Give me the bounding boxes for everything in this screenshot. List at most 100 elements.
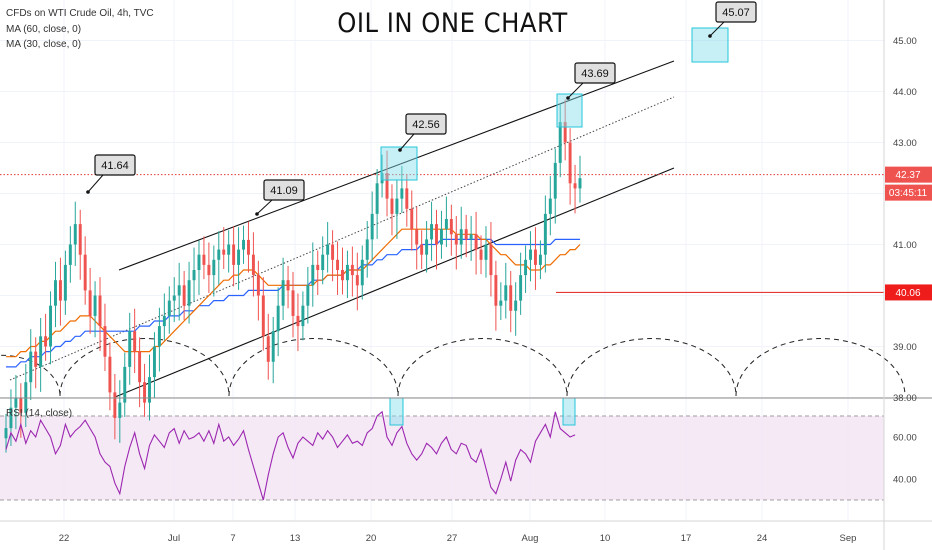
- candle-body: [281, 280, 285, 306]
- candle-body: [217, 249, 221, 260]
- candle-body: [504, 285, 508, 301]
- candle-body: [316, 264, 320, 270]
- rsi-band-lines: [0, 415, 884, 501]
- candle-body: [148, 377, 151, 403]
- price-tick-label: 38.00: [893, 393, 917, 404]
- candle-body: [538, 254, 542, 265]
- callout-label: 45.07: [722, 7, 750, 19]
- candle-body: [29, 351, 33, 383]
- candle-body: [49, 305, 53, 347]
- candle-body: [286, 280, 290, 291]
- candle-body: [123, 366, 127, 403]
- channel-mid-line: [9, 96, 675, 381]
- candle-body: [78, 224, 82, 255]
- candle-body: [291, 290, 295, 316]
- rsi-line: [5, 410, 576, 501]
- candle-body: [54, 280, 57, 306]
- highlight-boxes: [380, 27, 729, 426]
- ma60-legend[interactable]: MA (60, close, 0): [6, 24, 82, 35]
- candle-body: [19, 397, 23, 413]
- candle-body: [207, 264, 211, 276]
- candle-body: [410, 208, 414, 230]
- candle-body: [519, 275, 523, 301]
- candle-body: [177, 285, 181, 296]
- candle-body: [375, 183, 379, 214]
- candle-body: [246, 239, 250, 255]
- candle-body: [311, 264, 315, 286]
- time-tick-label: 20: [366, 533, 377, 544]
- candle-body: [227, 244, 231, 255]
- callout-pointer: [256, 199, 273, 215]
- candle-body: [336, 259, 340, 270]
- candle-body: [73, 224, 77, 245]
- candle-body: [113, 392, 117, 418]
- candle-body: [68, 244, 72, 265]
- candle-body: [63, 264, 67, 301]
- callout-pointer: [567, 82, 584, 99]
- time-tick-label: 24: [757, 533, 768, 544]
- ma30-legend[interactable]: MA (30, close, 0): [6, 39, 82, 50]
- candle-body: [4, 428, 8, 439]
- callout-box: [94, 154, 136, 176]
- highlight-box: [556, 93, 583, 128]
- time-tick-label: 10: [600, 533, 611, 544]
- candle-body: [365, 239, 369, 260]
- symbol-legend[interactable]: CFDs on WTI Crude Oil, 4h, TVC: [6, 8, 154, 19]
- candle-body: [103, 326, 107, 357]
- cycle-arc: [735, 338, 906, 397]
- candle-body: [454, 234, 458, 245]
- candle-body: [187, 280, 191, 306]
- price-tick-label: 43.00: [893, 138, 917, 149]
- candle-body: [128, 331, 132, 367]
- time-axis[interactable]: 22 Jul 7 13 20 27 Aug 10 17 24 Sep: [59, 533, 857, 544]
- callouts: 41.64 42.56 41.09 43.69 45.07: [86, 1, 757, 216]
- candle-body: [242, 239, 245, 250]
- candle-body: [39, 336, 43, 367]
- candle-body: [449, 219, 453, 235]
- candle-body: [202, 254, 206, 265]
- chart-title: OIL IN ONE CHART: [337, 8, 568, 39]
- current-price-tag: 42.37: [895, 170, 920, 181]
- candle-body: [390, 198, 394, 214]
- candle-body: [276, 305, 280, 332]
- rsi-band: [0, 416, 884, 500]
- candle-body: [341, 270, 344, 281]
- cycle-arc: [228, 338, 399, 397]
- callout-dot: [566, 96, 570, 100]
- candle-body: [420, 244, 424, 255]
- candle-body: [162, 315, 166, 327]
- candle-body: [425, 239, 429, 255]
- rsi-legend[interactable]: RSI (14, close): [6, 408, 73, 419]
- callout-pointer: [709, 21, 725, 37]
- current-price-tag-bg: [885, 166, 932, 183]
- candle-body: [469, 234, 473, 240]
- candle-body: [44, 336, 48, 347]
- candle-body: [251, 254, 255, 276]
- candle-body: [380, 173, 384, 184]
- candle-body: [435, 224, 438, 245]
- candle-body: [14, 397, 18, 408]
- price-tags: 42.37 03:45:11 40.06: [885, 166, 932, 301]
- candle-body: [83, 254, 87, 291]
- candle-body: [152, 346, 156, 378]
- candle-body: [405, 188, 409, 209]
- countdown-tag-bg: [885, 184, 932, 201]
- target-box: [691, 27, 729, 63]
- candle-body: [548, 198, 552, 214]
- price-tick-label: 45.00: [893, 36, 917, 47]
- rsi-tick-label: 60.00: [893, 433, 917, 444]
- rsi-axis[interactable]: 60.00 40.00: [893, 433, 917, 486]
- candle-body: [395, 198, 399, 214]
- support-level-tag-bg: [885, 284, 932, 301]
- candle-body: [301, 305, 305, 327]
- candle-body: [212, 259, 216, 276]
- candle-body: [266, 336, 270, 362]
- candle-body: [400, 188, 404, 199]
- candle-body: [474, 234, 478, 250]
- candle-body: [568, 142, 572, 184]
- callout-dot: [398, 148, 402, 152]
- channel-lower-line: [114, 167, 675, 398]
- callout-dot: [708, 34, 712, 38]
- candles: [4, 99, 582, 453]
